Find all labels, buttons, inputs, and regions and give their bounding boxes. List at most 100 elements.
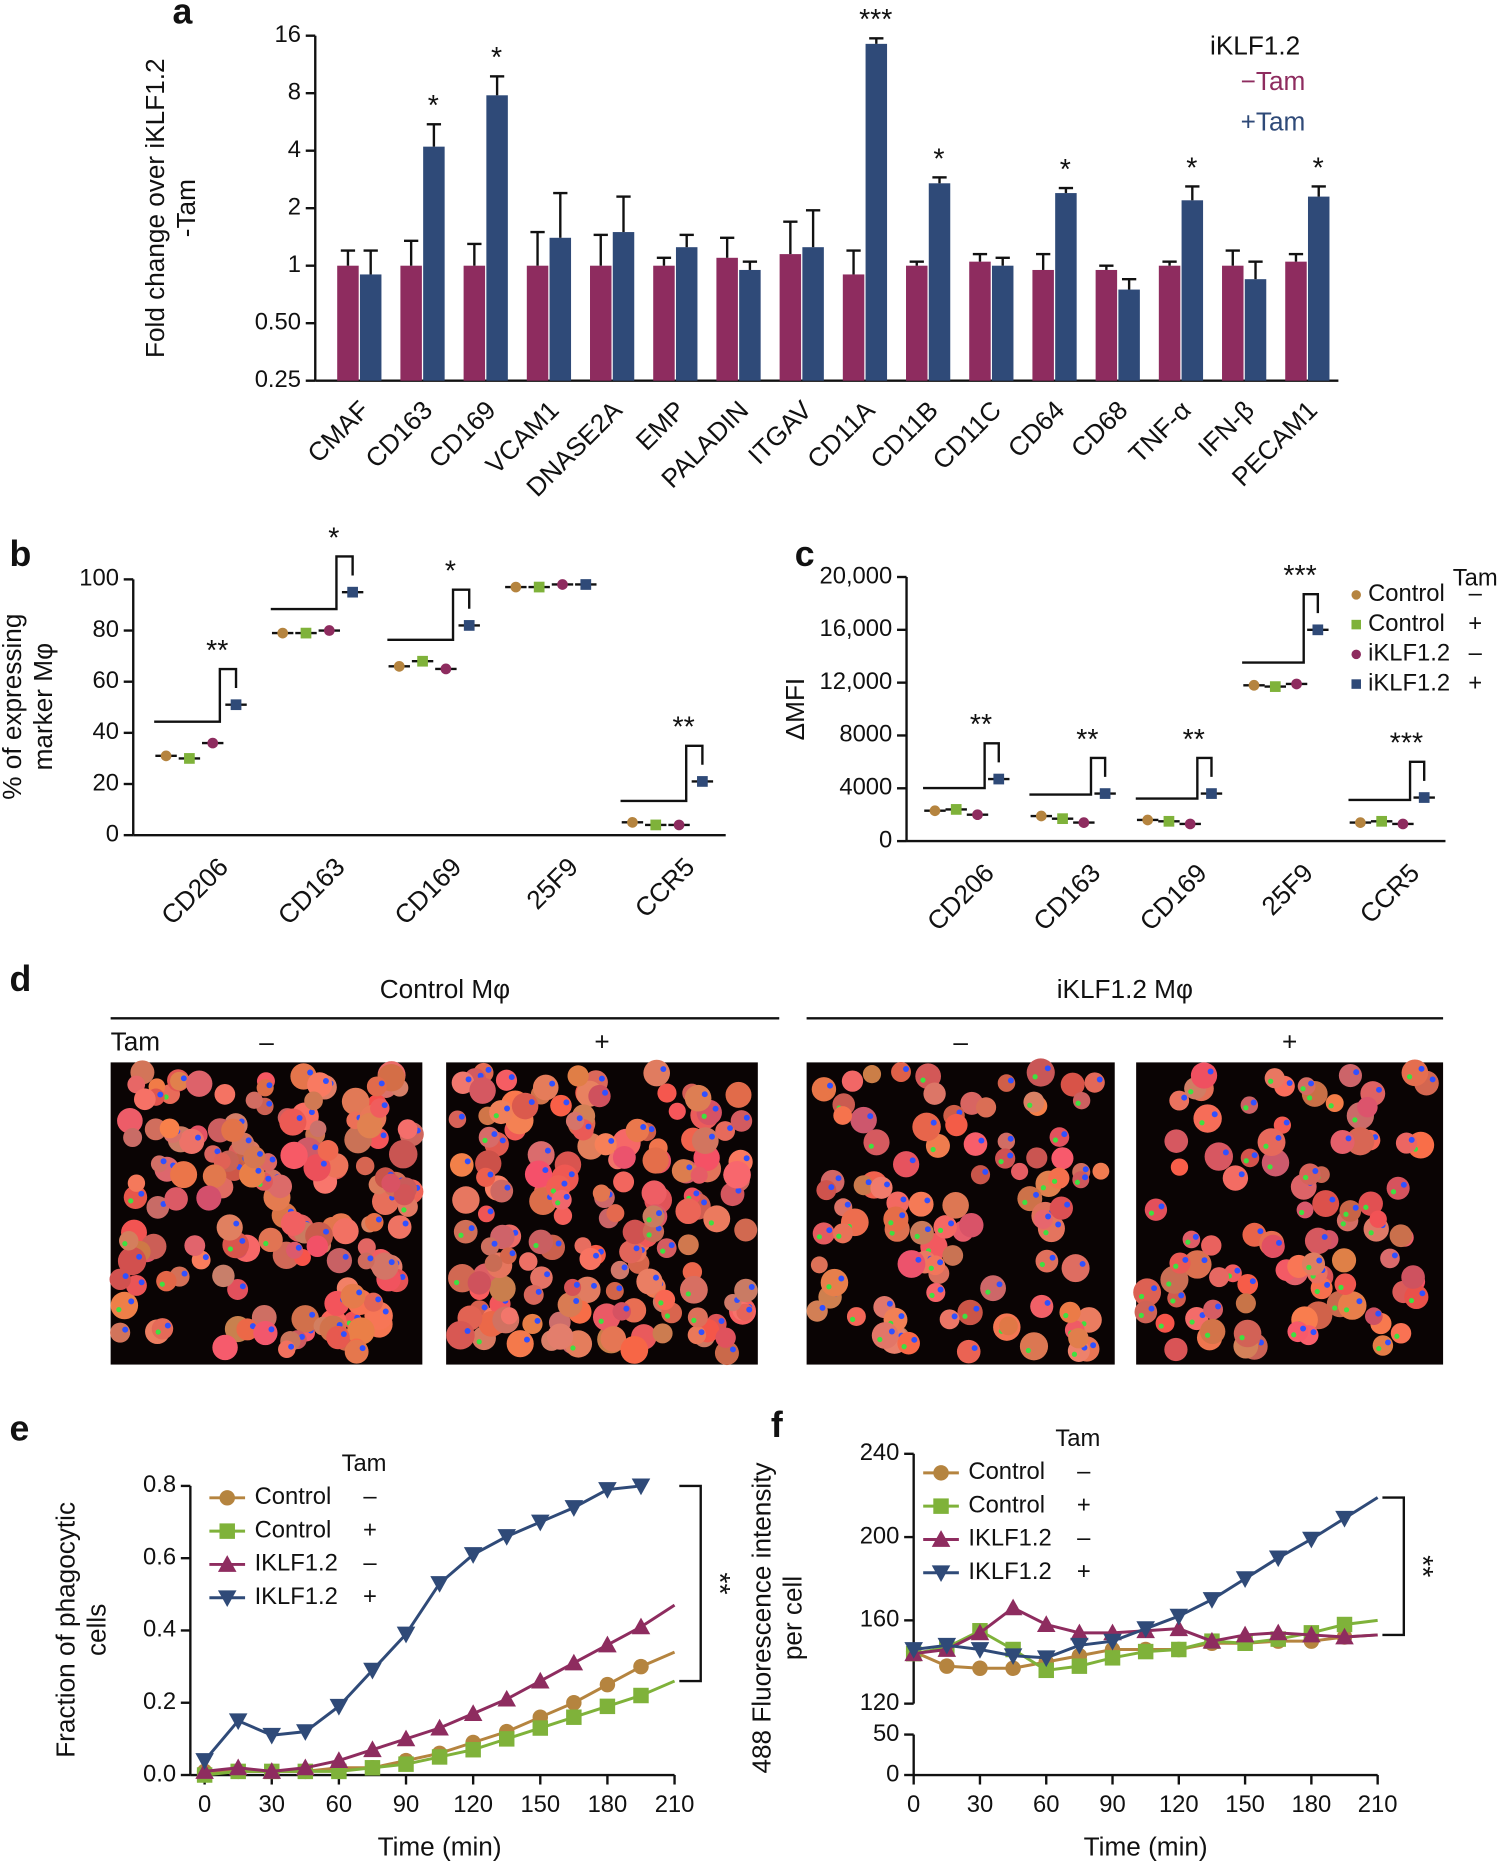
marker — [599, 1676, 616, 1693]
cell — [613, 1171, 635, 1193]
marker — [296, 1724, 315, 1741]
cell — [489, 1275, 516, 1302]
bead — [401, 1207, 407, 1213]
marker — [463, 620, 475, 631]
cell — [1203, 1299, 1224, 1320]
marker — [1351, 679, 1361, 689]
bar — [1244, 279, 1267, 381]
cell — [1048, 1167, 1070, 1189]
significance: * — [428, 90, 439, 122]
legend-label: Control — [1368, 580, 1445, 607]
cell — [1164, 1337, 1188, 1362]
cell — [675, 1198, 702, 1225]
bead — [1043, 1229, 1049, 1236]
bead — [1063, 1312, 1069, 1319]
marker — [673, 819, 685, 831]
nucleus — [1148, 1305, 1155, 1312]
bead — [1138, 1293, 1145, 1300]
x-tick-label: CD169 — [388, 852, 467, 931]
cell — [1061, 1254, 1090, 1283]
cell — [159, 1118, 180, 1139]
cell — [1190, 1062, 1218, 1089]
cell — [453, 1219, 478, 1244]
nucleus — [195, 1134, 201, 1141]
marker — [396, 1729, 416, 1747]
bar — [423, 146, 445, 381]
cell — [600, 1326, 627, 1352]
y-tick-label: 200 — [860, 1522, 900, 1549]
significance: * — [445, 556, 456, 588]
x-tick-label: CD11A — [801, 394, 881, 474]
bead — [1363, 1204, 1369, 1210]
cell — [133, 1088, 156, 1111]
nucleus — [138, 1279, 145, 1286]
bead — [889, 1230, 895, 1236]
cell — [643, 1059, 671, 1087]
nucleus — [653, 1274, 659, 1281]
bead — [555, 1200, 561, 1206]
marker — [498, 1731, 515, 1747]
nucleus — [268, 1326, 275, 1333]
bar — [653, 265, 675, 381]
bead — [708, 1220, 714, 1226]
cell — [1049, 1127, 1070, 1147]
nucleus — [542, 1167, 549, 1174]
marker — [217, 1555, 237, 1572]
bead — [1406, 1074, 1413, 1080]
x-tick-label: 25F9 — [520, 852, 583, 915]
cell — [117, 1107, 143, 1134]
bar — [612, 232, 635, 381]
significance: * — [933, 143, 944, 175]
row-label: Tam — [111, 1026, 160, 1056]
marker — [1136, 1621, 1155, 1638]
marker — [532, 1720, 549, 1736]
bead — [1170, 1298, 1176, 1304]
marker — [598, 1482, 617, 1499]
nucleus — [1308, 1080, 1315, 1087]
nucleus — [1211, 1111, 1218, 1118]
significance: ** — [1076, 724, 1098, 756]
bead — [1074, 1179, 1081, 1185]
cell — [446, 1320, 475, 1350]
nucleus — [886, 1300, 893, 1307]
nucleus — [948, 1220, 955, 1227]
bead — [1303, 1174, 1309, 1181]
nucleus — [1251, 1152, 1258, 1159]
cell — [1019, 1332, 1049, 1361]
significance-bracket — [1348, 760, 1426, 802]
marker — [937, 1637, 957, 1655]
cell — [564, 1278, 582, 1296]
nucleus — [509, 1250, 516, 1257]
cell — [371, 1252, 399, 1280]
cell — [1169, 1252, 1191, 1274]
bar — [337, 265, 359, 381]
cell — [467, 1271, 492, 1295]
bead — [1338, 1284, 1344, 1290]
cell — [1026, 1058, 1055, 1087]
bar — [991, 265, 1014, 381]
cell — [448, 1110, 467, 1128]
bar — [1032, 269, 1054, 381]
cell — [1222, 1165, 1249, 1191]
y-tick-label: 240 — [860, 1439, 900, 1466]
significance-bracket — [620, 744, 704, 803]
marker — [970, 1623, 990, 1641]
cell — [1059, 1301, 1081, 1323]
cell — [449, 1153, 474, 1177]
x-tick-label: 60 — [326, 1791, 352, 1818]
nucleus — [481, 1304, 488, 1311]
cell — [1297, 1077, 1316, 1096]
bar — [590, 265, 612, 381]
marker — [230, 699, 242, 711]
nucleus — [1419, 1290, 1426, 1297]
bead — [1173, 1263, 1179, 1269]
marker — [1202, 1631, 1222, 1649]
nucleus — [899, 1212, 906, 1219]
marker — [564, 1653, 584, 1671]
cell — [980, 1275, 1006, 1302]
cell — [1330, 1129, 1355, 1155]
nucleus — [640, 1123, 647, 1130]
cell — [1372, 1335, 1394, 1356]
cell — [606, 1204, 625, 1223]
cell — [939, 1309, 960, 1330]
